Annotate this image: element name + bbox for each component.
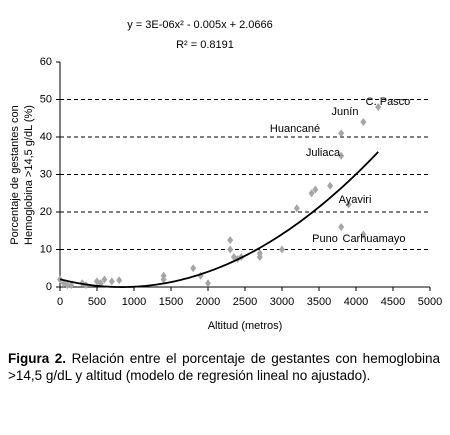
point: [293, 204, 300, 213]
point: [338, 223, 345, 231]
x-tick-label: 1500: [159, 296, 183, 308]
point: [360, 230, 367, 239]
x-tick-label: 2500: [233, 296, 257, 308]
r-squared: R² = 0.8191: [176, 39, 234, 51]
y-tick-label: 10: [40, 243, 52, 255]
point: [308, 189, 315, 198]
point: [375, 103, 382, 111]
point: [68, 281, 75, 290]
x-tick-label: 3000: [270, 296, 294, 308]
x-tick-label: 4000: [344, 296, 368, 308]
point: [360, 118, 367, 126]
caption-label: Figura 2.: [8, 351, 67, 366]
chart: y = 3E-06x² - 0.005x + 2.0666 R² = 0.819…: [9, 19, 442, 332]
x-axis-label: Altitud (metros): [208, 320, 283, 332]
point: [116, 276, 123, 285]
annotation: Carhuamayo: [343, 233, 406, 245]
annotation: Junín: [332, 106, 359, 118]
point: [227, 245, 234, 254]
point: [205, 279, 211, 288]
caption-text: Relación entre el porcentaje de gestante…: [8, 351, 440, 383]
y-tick-label: 0: [46, 281, 52, 293]
x-tick-label: 3500: [307, 296, 331, 308]
annotation: Juliaca: [306, 147, 341, 159]
point: [345, 200, 352, 209]
point: [338, 151, 345, 160]
point: [256, 249, 263, 258]
x-tick-label: 2000: [196, 296, 220, 308]
point: [338, 129, 345, 138]
y-tick-label: 20: [40, 206, 52, 218]
y-tick-label: 40: [40, 131, 52, 143]
point: [327, 181, 334, 190]
caption: Figura 2. Relación entre el porcentaje d…: [8, 350, 440, 384]
point: [227, 236, 234, 245]
point: [64, 281, 71, 290]
annotation: Puno: [312, 233, 338, 245]
x-tick-label: 500: [88, 296, 106, 308]
point: [101, 275, 108, 284]
y-axis-label: Hemoglobina >14,5 g/dL (%): [23, 105, 35, 245]
y-axis-label: Porcentaje de gestantes con: [9, 105, 21, 244]
x-tick-label: 1000: [122, 296, 146, 308]
x-tick-label: 0: [57, 296, 63, 308]
point: [279, 245, 285, 254]
y-tick-label: 60: [40, 56, 52, 68]
x-tick-label: 4500: [381, 296, 405, 308]
annotation: Ayaviri: [339, 194, 372, 206]
point: [108, 277, 115, 286]
annotation: Huancané: [270, 123, 320, 135]
annotation: C. Pasco: [366, 96, 411, 108]
y-tick-label: 50: [40, 93, 52, 105]
point: [190, 264, 197, 273]
point: [312, 185, 319, 194]
trendline: [59, 151, 379, 288]
x-tick-label: 5000: [418, 296, 442, 308]
y-tick-label: 30: [40, 168, 52, 180]
point: [160, 271, 167, 280]
equation: y = 3E-06x² - 0.005x + 2.0666: [127, 19, 273, 31]
